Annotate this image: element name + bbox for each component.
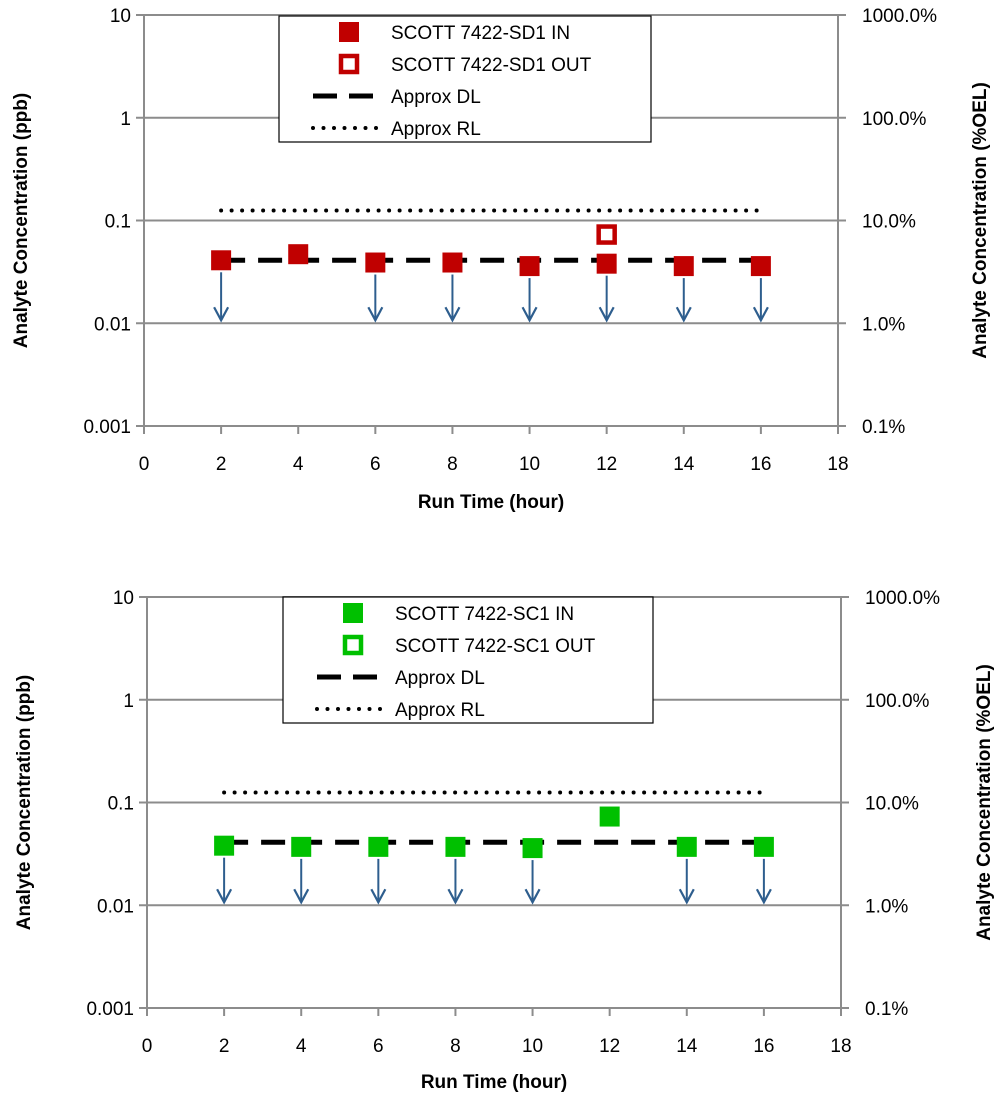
x-tick-label: 18 <box>830 1036 851 1057</box>
legend-label: SCOTT 7422-SC1 OUT <box>395 636 596 657</box>
y2-tick-label: 100.0% <box>862 109 927 130</box>
legend-label: SCOTT 7422-SD1 OUT <box>391 55 592 76</box>
y-tick-label: 1 <box>120 109 131 130</box>
legend-label: Approx DL <box>395 668 485 689</box>
data-point <box>211 250 232 271</box>
data-point <box>519 256 540 277</box>
data-point <box>673 256 694 277</box>
y-tick-label: 1 <box>123 691 134 712</box>
y2-tick-label: 10.0% <box>862 212 916 233</box>
y-tick-label: 0.001 <box>83 417 131 438</box>
x-tick-label: 14 <box>676 1036 698 1057</box>
arrow-head <box>370 888 387 905</box>
x-tick-label: 8 <box>450 1036 461 1057</box>
arrow-head <box>521 306 538 323</box>
legend-label: Approx DL <box>391 87 481 108</box>
x-tick-label: 16 <box>750 454 771 475</box>
legend-marker <box>343 603 363 623</box>
y-axis-title: Analyte Concentration (ppb) <box>11 93 32 348</box>
data-point <box>445 836 466 857</box>
y2-tick-label: 0.1% <box>862 417 905 438</box>
x-tick-label: 6 <box>370 454 381 475</box>
y2-tick-label: 1.0% <box>862 314 905 335</box>
y2-tick-label: 1.0% <box>865 896 908 917</box>
y2-tick-label: 10.0% <box>865 794 919 815</box>
data-point <box>596 253 617 274</box>
arrow-head <box>755 888 772 905</box>
data-point <box>522 838 543 859</box>
legend-marker <box>339 22 359 42</box>
data-point <box>753 836 774 857</box>
x-axis-title: Run Time (hour) <box>418 492 564 513</box>
y-axis-title: Analyte Concentration (ppb) <box>14 675 35 930</box>
data-point <box>750 256 771 277</box>
data-point <box>596 224 617 245</box>
x-tick-label: 0 <box>139 454 150 475</box>
x-tick-label: 10 <box>519 454 540 475</box>
x-tick-label: 2 <box>219 1036 230 1057</box>
data-point <box>599 806 620 827</box>
chart-sd1: 10 1 0.1 0.01 0.001 1000.0% 100.0% 10.0% 1.0% 0.1… <box>11 6 991 513</box>
y-tick-label: 0.01 <box>97 896 134 917</box>
arrow-head <box>367 306 384 323</box>
y2-axis-title: Analyte Concentration (%OEL) <box>974 664 995 941</box>
y-tick-label: 0.001 <box>86 999 134 1020</box>
legend-marker <box>338 53 360 75</box>
y-tick-label: 10 <box>113 588 134 609</box>
y2-axis-title: Analyte Concentration (%OEL) <box>970 82 991 359</box>
data-point <box>291 836 312 857</box>
x-tick-label: 10 <box>522 1036 543 1057</box>
data-point <box>365 252 386 273</box>
y2-tick-label: 1000.0% <box>862 6 937 27</box>
arrow-head <box>598 306 615 323</box>
y2-tick-label: 1000.0% <box>865 588 940 609</box>
x-tick-label: 4 <box>296 1036 307 1057</box>
x-tick-label: 2 <box>216 454 227 475</box>
y-tick-label: 0.1 <box>108 794 134 815</box>
arrow-head <box>216 888 233 905</box>
y2-tick-label: 100.0% <box>865 691 930 712</box>
data-point <box>676 836 697 857</box>
x-tick-label: 4 <box>293 454 304 475</box>
arrow-head <box>293 888 310 905</box>
chart-sc1: 10 1 0.1 0.01 0.001 1000.0% 100.0% 10.0% 1.0% 0.1… <box>14 588 995 1093</box>
data-point <box>288 244 309 265</box>
x-tick-label: 14 <box>673 454 695 475</box>
arrow-head <box>524 888 541 905</box>
legend-label: Approx RL <box>395 700 485 721</box>
x-tick-label: 12 <box>596 454 617 475</box>
y-tick-label: 10 <box>110 6 131 27</box>
legend-label: Approx RL <box>391 119 481 140</box>
data-point <box>368 836 389 857</box>
x-tick-label: 18 <box>827 454 848 475</box>
legend-label: SCOTT 7422-SC1 IN <box>395 604 574 625</box>
x-tick-label: 0 <box>142 1036 153 1057</box>
legend-label: SCOTT 7422-SD1 IN <box>391 23 570 44</box>
y2-tick-label: 0.1% <box>865 999 908 1020</box>
x-tick-label: 16 <box>753 1036 774 1057</box>
arrow-head <box>213 306 230 323</box>
x-tick-label: 6 <box>373 1036 384 1057</box>
x-tick-label: 8 <box>447 454 458 475</box>
arrow-head <box>444 306 461 323</box>
arrow-head <box>447 888 464 905</box>
arrow-head <box>752 306 769 323</box>
data-point <box>214 835 235 856</box>
data-point <box>442 252 463 273</box>
arrow-head <box>678 888 695 905</box>
x-tick-label: 12 <box>599 1036 620 1057</box>
y-tick-label: 0.1 <box>105 212 131 233</box>
x-axis-title: Run Time (hour) <box>421 1072 567 1093</box>
legend-marker <box>342 634 364 656</box>
y-tick-label: 0.01 <box>94 314 131 335</box>
arrow-head <box>675 306 692 323</box>
